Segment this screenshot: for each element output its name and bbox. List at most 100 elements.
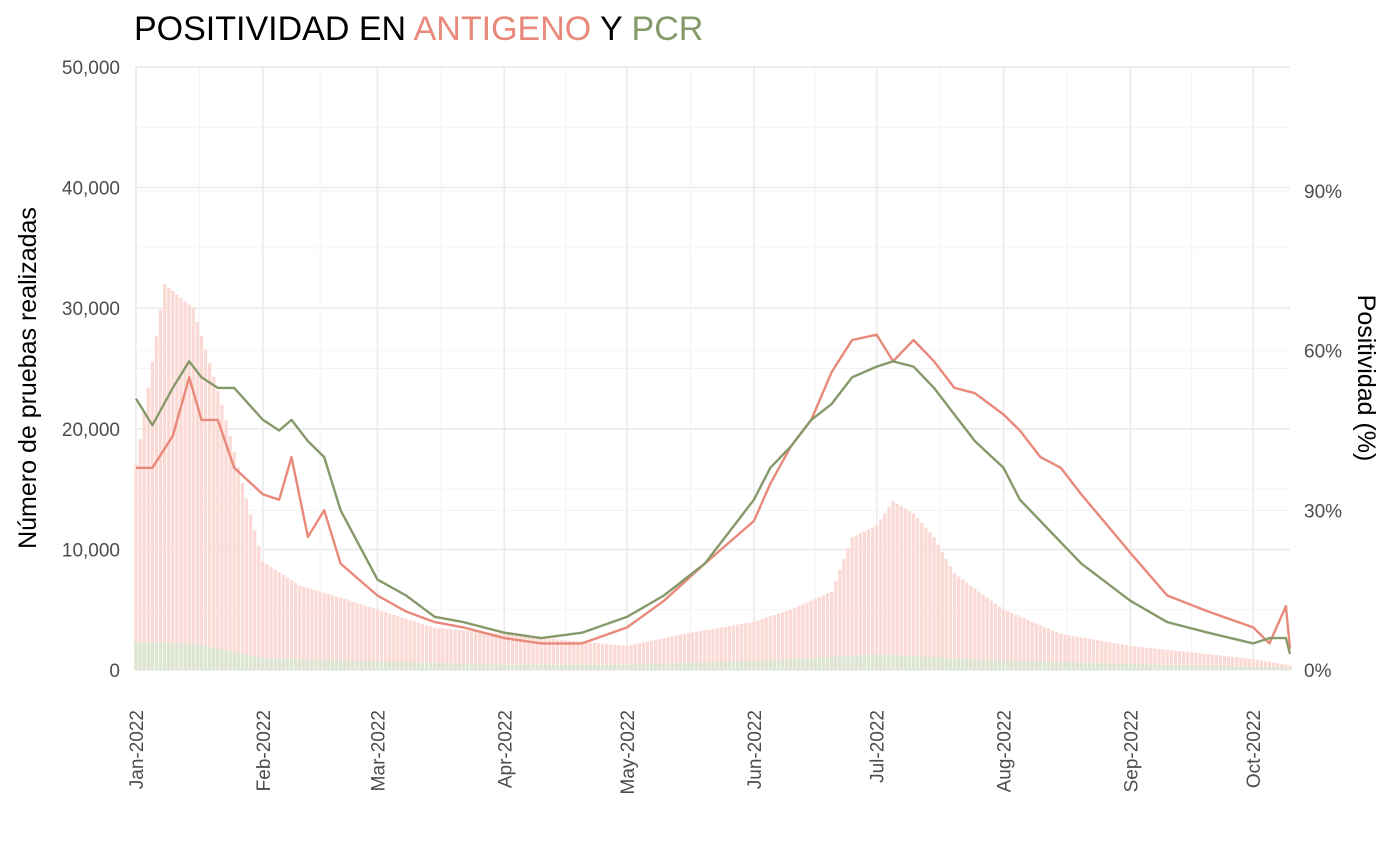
bar-antigeno bbox=[469, 630, 474, 670]
bar-antigeno bbox=[1010, 613, 1014, 670]
bar-antigeno bbox=[510, 634, 515, 670]
bar-pcr bbox=[555, 664, 560, 670]
bar-antigeno bbox=[261, 561, 265, 670]
bar-pcr bbox=[654, 663, 658, 670]
bar-pcr bbox=[997, 660, 1002, 670]
bar-antigeno bbox=[711, 628, 715, 670]
bar-pcr bbox=[1096, 663, 1100, 670]
bar-antigeno bbox=[232, 451, 236, 670]
bar-antigeno bbox=[838, 569, 842, 670]
bar-pcr bbox=[609, 664, 613, 670]
bar-antigeno bbox=[830, 591, 834, 670]
bar-pcr bbox=[248, 655, 253, 670]
bar-antigeno bbox=[1239, 657, 1243, 670]
bar-antigeno bbox=[727, 626, 732, 670]
bar-pcr bbox=[830, 656, 834, 670]
bar-pcr bbox=[506, 664, 511, 670]
bar-antigeno bbox=[985, 597, 989, 670]
bar-pcr bbox=[437, 663, 441, 670]
bar-pcr bbox=[600, 664, 605, 670]
bar-pcr bbox=[1018, 660, 1022, 670]
bar-pcr bbox=[744, 661, 748, 670]
bar-antigeno bbox=[310, 589, 314, 670]
bar-pcr bbox=[948, 657, 952, 670]
bar-antigeno bbox=[531, 636, 535, 670]
bar-pcr bbox=[760, 660, 764, 670]
bar-pcr bbox=[564, 664, 568, 670]
bar-pcr bbox=[519, 664, 523, 670]
bar-antigeno bbox=[621, 645, 625, 670]
bar-pcr bbox=[240, 653, 245, 670]
bar-pcr bbox=[1120, 663, 1124, 670]
bar-antigeno bbox=[203, 349, 208, 670]
bar-pcr bbox=[195, 644, 200, 670]
bar-pcr bbox=[539, 664, 543, 670]
bar-pcr bbox=[379, 661, 384, 670]
bar-pcr bbox=[285, 658, 290, 670]
bar-antigeno bbox=[1141, 647, 1145, 670]
bar-pcr bbox=[1231, 666, 1235, 670]
bar-antigeno bbox=[347, 600, 351, 670]
bar-antigeno bbox=[330, 595, 335, 670]
bar-pcr bbox=[1169, 664, 1173, 670]
bar-antigeno bbox=[1001, 609, 1006, 670]
bar-antigeno bbox=[735, 624, 740, 670]
bar-pcr bbox=[1288, 667, 1292, 670]
bar-antigeno bbox=[842, 559, 846, 670]
bar-antigeno bbox=[1026, 620, 1030, 670]
bar-pcr bbox=[928, 656, 932, 670]
bar-pcr bbox=[768, 660, 772, 670]
bar-pcr bbox=[220, 649, 224, 670]
bar-antigeno bbox=[1222, 655, 1227, 670]
x-tick-label: Jun-2022 bbox=[745, 710, 766, 789]
bar-pcr bbox=[351, 660, 355, 670]
bar-antigeno bbox=[461, 630, 466, 670]
bar-antigeno bbox=[1190, 652, 1194, 670]
bar-pcr bbox=[809, 657, 813, 670]
bar-antigeno bbox=[244, 498, 249, 670]
x-tick-label: Jan-2022 bbox=[127, 710, 148, 789]
bar-antigeno bbox=[965, 582, 969, 670]
bar-pcr bbox=[1087, 662, 1092, 670]
bar-pcr bbox=[1128, 663, 1133, 670]
x-tick-label: Apr-2022 bbox=[495, 710, 516, 788]
chart-title: POSITIVIDAD EN ANTIGENO Y PCR bbox=[134, 10, 703, 48]
bar-antigeno bbox=[502, 633, 506, 670]
bar-antigeno bbox=[269, 566, 273, 670]
bar-pcr bbox=[1116, 663, 1120, 670]
bar-pcr bbox=[568, 664, 572, 670]
bar-pcr bbox=[134, 642, 138, 670]
bar-pcr bbox=[326, 660, 330, 670]
bar-pcr bbox=[883, 654, 887, 670]
bar-pcr bbox=[486, 664, 490, 670]
bar-antigeno bbox=[1071, 635, 1075, 670]
bar-antigeno bbox=[404, 618, 408, 670]
bar-antigeno bbox=[1108, 642, 1112, 670]
bar-antigeno bbox=[494, 633, 498, 670]
bar-pcr bbox=[1046, 661, 1051, 670]
bar-antigeno bbox=[396, 616, 400, 670]
bar-antigeno bbox=[809, 600, 813, 670]
bar-pcr bbox=[842, 656, 846, 670]
bar-pcr bbox=[232, 651, 236, 670]
title-part-2: Y bbox=[591, 10, 631, 48]
bar-pcr bbox=[1006, 660, 1010, 670]
bar-pcr bbox=[604, 664, 609, 670]
bar-antigeno bbox=[408, 620, 412, 670]
bar-antigeno bbox=[392, 614, 396, 670]
bar-pcr bbox=[1206, 665, 1210, 670]
bar-antigeno bbox=[715, 628, 719, 670]
bar-antigeno bbox=[940, 551, 944, 670]
title-part-0: POSITIVIDAD EN bbox=[134, 10, 414, 48]
bar-pcr bbox=[416, 662, 420, 670]
grid bbox=[135, 66, 1290, 671]
bar-antigeno bbox=[224, 420, 228, 670]
bar-pcr bbox=[596, 664, 601, 670]
bar-pcr bbox=[293, 658, 298, 670]
bar-antigeno bbox=[596, 643, 601, 670]
bar-antigeno bbox=[731, 625, 736, 670]
bar-antigeno bbox=[752, 621, 756, 670]
bar-pcr bbox=[1010, 660, 1014, 670]
bar-antigeno bbox=[523, 635, 527, 670]
bar-pcr bbox=[993, 659, 997, 670]
